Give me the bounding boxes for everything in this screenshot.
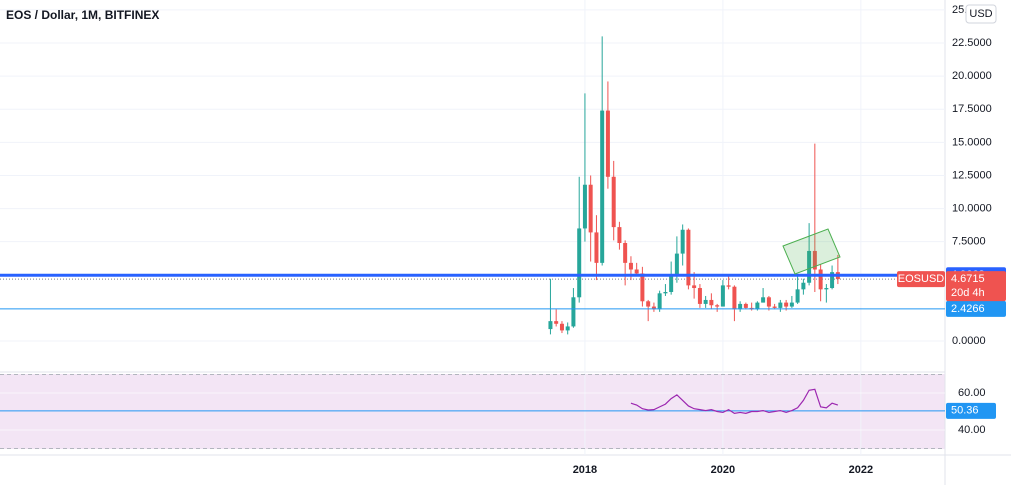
candle-body	[548, 321, 553, 330]
candle-body	[623, 243, 628, 263]
y-tick-label: 7.5000	[952, 236, 986, 248]
y-tick-label: 20.0000	[952, 70, 992, 82]
candle-body	[674, 253, 679, 275]
candle-body	[646, 301, 651, 307]
rsi-tick-label: 40.00	[958, 424, 986, 436]
candle-body	[628, 262, 633, 270]
candle-body	[812, 250, 817, 270]
candle-body	[559, 323, 564, 331]
candle-body	[789, 302, 794, 307]
candle-body	[743, 303, 748, 308]
marks	[0, 36, 945, 414]
currency-box[interactable]	[965, 4, 997, 24]
candle-body	[795, 289, 800, 303]
candle-body	[594, 232, 599, 263]
rsi-tick-label: 60.00	[958, 387, 986, 399]
candle-body	[766, 297, 771, 307]
grid	[0, 0, 945, 455]
candle-body	[571, 297, 576, 327]
countdown-label: 20d 4h	[951, 287, 985, 299]
line-price-label: 2.4266	[951, 303, 985, 315]
line-price-box	[946, 300, 1006, 317]
candle-body	[554, 321, 559, 324]
candle-body	[588, 184, 593, 233]
candle-body	[755, 302, 760, 310]
symbol-box	[897, 271, 945, 288]
candle-body	[784, 302, 789, 307]
candle-body	[715, 305, 720, 307]
candle-body	[720, 285, 725, 307]
candle-body	[703, 299, 708, 304]
candle-body	[686, 229, 691, 286]
candle-body	[640, 273, 645, 302]
candle-body	[634, 269, 639, 274]
candle-body	[778, 302, 783, 308]
candle-body	[582, 184, 587, 229]
chart-title: EOS / Dollar, 1M, BITFINEX	[6, 8, 159, 22]
candle-body	[830, 272, 835, 289]
candle-body	[772, 306, 777, 308]
rsi-level-box	[946, 402, 996, 419]
candle-body	[680, 229, 685, 254]
y-tick-label: 15.0000	[952, 136, 992, 148]
currency[interactable]: USD	[969, 8, 992, 20]
rectangle-drawing[interactable]	[782, 228, 841, 275]
candle-body	[657, 293, 662, 310]
candle-body	[663, 292, 668, 294]
candle-body	[818, 269, 823, 290]
candle-body	[617, 227, 622, 244]
candle-body	[824, 288, 829, 290]
candle-body	[761, 297, 766, 303]
candle-body	[605, 110, 610, 177]
candle-body	[697, 288, 702, 304]
y-tick-label: 17.5000	[952, 103, 992, 115]
candle-body	[577, 228, 582, 298]
candle-body	[565, 326, 570, 331]
candle-body	[692, 285, 697, 289]
last-price-label: 4.6715	[951, 273, 985, 285]
symbol-label: EOSUSD	[898, 273, 945, 285]
candle-body	[600, 110, 605, 263]
y-tick-label: 12.5000	[952, 169, 992, 181]
candle-body	[669, 274, 674, 293]
candle-body	[801, 282, 806, 290]
x-tick-label: 2018	[573, 464, 597, 476]
y-tick-label: 0.0000	[952, 335, 986, 347]
last-price-box	[946, 271, 1006, 302]
candle-body	[738, 303, 743, 310]
rsi-level-label: 50.36	[951, 405, 979, 417]
x-tick-label: 2020	[711, 464, 735, 476]
y-tick-label: 22.5000	[952, 37, 992, 49]
candle-body	[732, 286, 737, 310]
candle-body	[709, 299, 714, 306]
candle-body	[807, 250, 812, 283]
candle-body	[651, 306, 656, 310]
candle-body	[611, 176, 616, 228]
candle-body	[726, 285, 731, 287]
labels: 2018 2020 2022 0.0000 7.5000 10.0000 12.5000 15…	[573, 4, 1006, 476]
rsi-line	[630, 388, 839, 414]
y-tick-label: 10.0000	[952, 202, 992, 214]
x-tick-label: 2022	[849, 464, 873, 476]
rsi-panel-background	[0, 374, 945, 449]
